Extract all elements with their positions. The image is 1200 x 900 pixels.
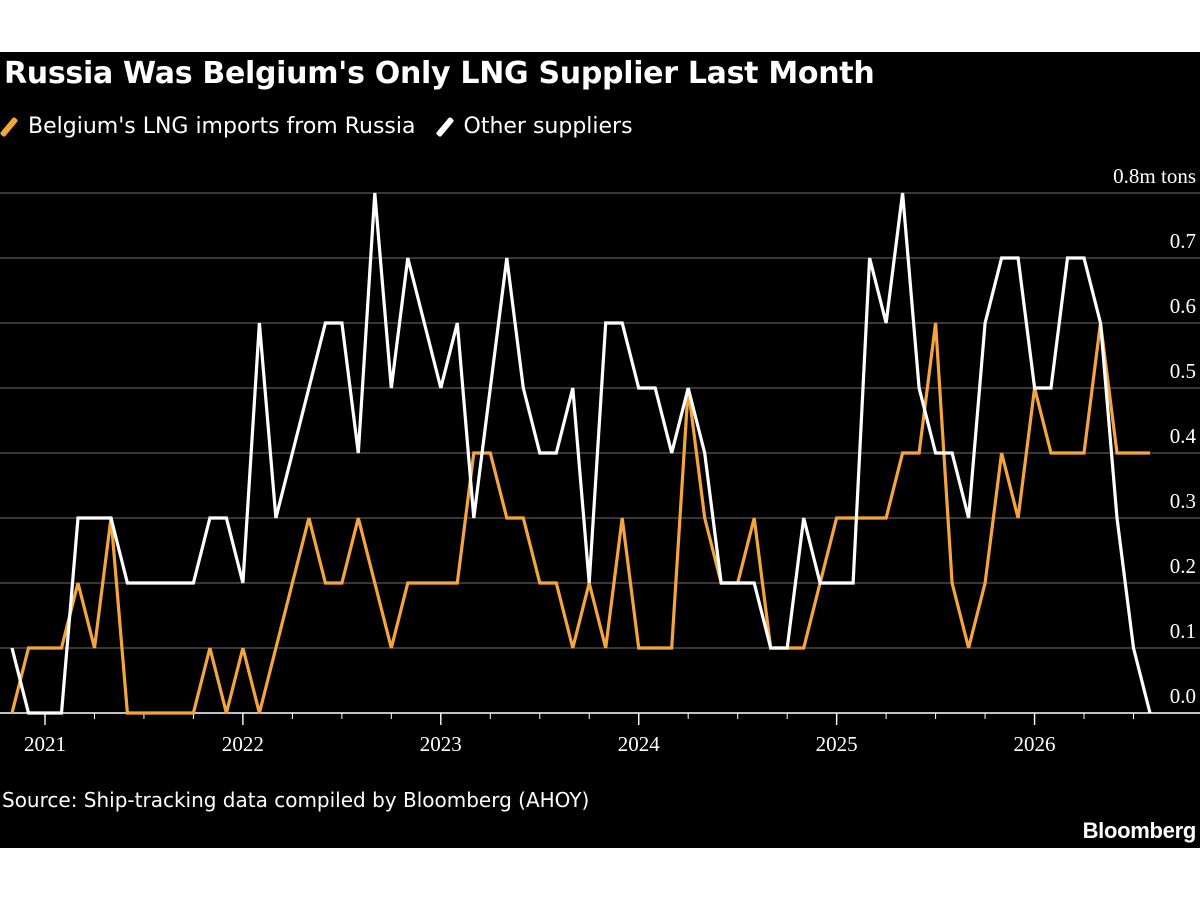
y-tick-label: 0.7 — [1170, 229, 1196, 253]
legend: Belgium's LNG imports from Russia Other … — [0, 114, 659, 139]
y-tick-label: 0.0 — [1170, 684, 1196, 708]
x-tick-label: 2024 — [618, 732, 661, 756]
y-tick-label: 0.3 — [1170, 489, 1196, 513]
x-tick-label: 2026 — [1014, 732, 1056, 756]
series-line-other — [10, 192, 1152, 715]
y-tick-label: 0.2 — [1170, 554, 1196, 578]
x-tick-label: 2025 — [816, 732, 858, 756]
chart-title: Russia Was Belgium's Only LNG Supplier L… — [4, 56, 875, 91]
x-tick-label: 2021 — [24, 732, 66, 756]
legend-label-other: Other suppliers — [463, 114, 633, 139]
source-note: Source: Ship-tracking data compiled by B… — [2, 788, 590, 812]
y-tick-label: 0.4 — [1170, 424, 1197, 448]
legend-item-other: Other suppliers — [435, 114, 633, 139]
line-chart: 0.0 0.1 0.2 0.3 0.4 0.5 0.6 0.7 0.8m tons 2021 202… — [0, 164, 1200, 756]
bloomberg-logo: Bloomberg — [1082, 818, 1197, 843]
series-line-russia — [10, 322, 1150, 715]
x-tick-label: 2022 — [222, 732, 264, 756]
y-tick-label: 0.5 — [1170, 359, 1196, 383]
legend-item-russia: Belgium's LNG imports from Russia — [0, 114, 416, 139]
chart-panel: Russia Was Belgium's Only LNG Supplier L… — [0, 52, 1200, 848]
y-tick-label: 0.6 — [1170, 294, 1196, 318]
legend-label-russia: Belgium's LNG imports from Russia — [28, 114, 416, 139]
x-tick-label: 2023 — [420, 732, 462, 756]
y-tick-label: 0.8m tons — [1113, 164, 1196, 188]
y-tick-label: 0.1 — [1170, 619, 1196, 643]
